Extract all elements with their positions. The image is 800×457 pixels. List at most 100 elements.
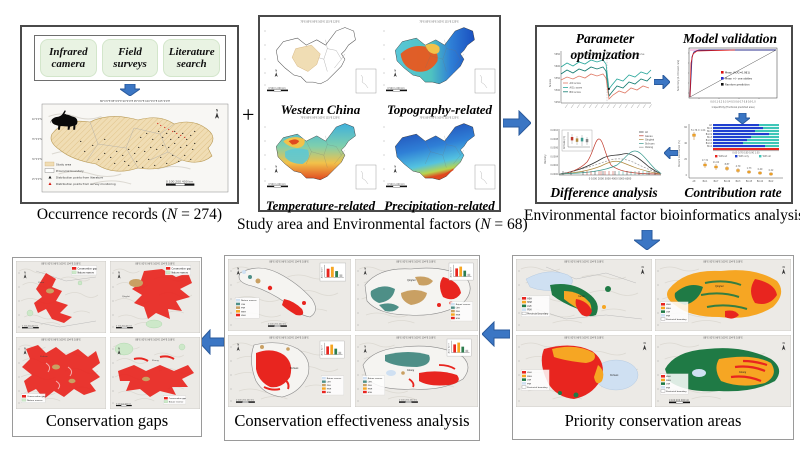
svg-text:Bio3: Bio3 bbox=[736, 180, 741, 183]
legend-label: With only bbox=[739, 155, 750, 158]
difference-title: Difference analysis bbox=[550, 185, 658, 200]
occurrence-caption: Occurrence records (N = 274) bbox=[36, 206, 223, 223]
map-caption: Western China bbox=[280, 102, 361, 117]
legend-label: Gansu bbox=[645, 135, 653, 138]
priority-map-qinghai: Qinghai bbox=[655, 259, 791, 331]
environment-caption: Study area and Environmental factors (N … bbox=[237, 216, 528, 233]
province-label: Qinghai bbox=[715, 285, 724, 288]
svg-text:Bio2: Bio2 bbox=[769, 180, 774, 183]
lon-tick-labels: 75°E 85°E 95°E 105°E 115°E 125°E bbox=[300, 117, 340, 120]
effectiveness-map-qinghai: Qinghai bbox=[355, 259, 478, 331]
study-area-polygon bbox=[50, 116, 214, 172]
ytick: 5650 bbox=[554, 53, 560, 56]
svg-text:Bio15: Bio15 bbox=[746, 180, 753, 183]
svg-text:Bio12: Bio12 bbox=[757, 180, 764, 183]
region-label: Unsmooth response curve bbox=[616, 53, 645, 56]
box-value: 11.62 bbox=[713, 161, 720, 164]
xticks: 0.0 0.1 0.2 0.3 0.4 0.5 0.6 0.7 0.8 0.9 … bbox=[710, 101, 756, 104]
lat-tick: 35°0'0"N bbox=[32, 138, 42, 141]
bioinformatics-caption: Environmental factor bioinformatics anal… bbox=[524, 207, 800, 224]
lat-tick: 30°0'0"N bbox=[32, 158, 42, 161]
roc-chart: Sensitivity (1-Omission rate) Mean (AUC=… bbox=[677, 47, 778, 109]
ytick: 20 bbox=[684, 158, 687, 161]
lat-tick: 40°0'0"N bbox=[32, 118, 42, 121]
x-labels: Alt Bio1 Bio7 Bio19 Bio3 Bio15 Bio12 Bio… bbox=[693, 180, 775, 183]
box-value: 17.31 bbox=[702, 159, 709, 162]
map-caption: Topography-related bbox=[387, 102, 492, 117]
ytick: 0.0008 bbox=[550, 138, 558, 141]
box-value: 8.87 bbox=[725, 163, 730, 166]
contribution-boxplots: 17.31 11.62 8.87 4.79 1.73 0.49 0.22 bbox=[692, 132, 774, 176]
lon-tick-labels: 75°E 85°E 95°E 105°E 115°E 125°E bbox=[419, 21, 459, 24]
bioinformatics-panel: Parameter optimization Model validation … bbox=[535, 25, 793, 204]
box-value: 0.22 bbox=[769, 169, 774, 172]
map-caption: Temperature-related bbox=[265, 198, 376, 213]
map-caption: Precipitation-related bbox=[384, 198, 495, 213]
priority-caption: Priority conservation areas bbox=[564, 411, 742, 430]
province-label: Sichuan bbox=[610, 374, 619, 377]
difference-legend: All Gansu Qinghai Sichuan Xizang bbox=[639, 131, 655, 149]
ytick: 0.0002 bbox=[550, 164, 558, 167]
topography-map: 75°E 85°E 95°E 105°E 115°E 125°E bbox=[382, 21, 496, 94]
bar-label: Bio12 bbox=[706, 142, 713, 145]
ytick: 0.0010 bbox=[550, 129, 558, 132]
param-opt-chart: Scores 5650 5600 5550 5500 5450 Smooth r… bbox=[549, 51, 652, 109]
right-arrow-icon bbox=[654, 75, 670, 89]
bar-label: Bio3 bbox=[707, 136, 712, 139]
alt-value: 51.76 ± 1.04 bbox=[691, 129, 706, 132]
left-arrow-icon bbox=[664, 147, 678, 159]
ytick: 5550 bbox=[554, 77, 560, 80]
ylabel: Scores bbox=[549, 78, 552, 87]
bar-legend: Without With only With all bbox=[715, 155, 771, 158]
plus-sign: + bbox=[242, 102, 255, 127]
svg-text:Bio19: Bio19 bbox=[724, 180, 731, 183]
temperature-map: 75°E 85°E 95°E 105°E 115°E 125°E bbox=[263, 117, 377, 190]
inset-label: Altitude (m) bbox=[563, 136, 566, 149]
bar-label: Bio19 bbox=[706, 133, 713, 136]
xlabel: 1-Specificity (Fractional predicted area… bbox=[711, 106, 754, 109]
difference-chart: Density 0.0010 0.0008 0.0006 0.0004 0.00… bbox=[544, 129, 662, 181]
ytick: 0.0004 bbox=[550, 155, 558, 158]
right-arrow-icon bbox=[503, 110, 531, 136]
legend-label: Distribution points from survey monitori… bbox=[56, 182, 116, 186]
legend-label: AICc score bbox=[570, 86, 583, 89]
province-label: Sichuan bbox=[40, 355, 49, 358]
legend-label: Mean +/- one stddev bbox=[725, 76, 753, 80]
priority-map-xizang: Xizang bbox=[655, 335, 791, 407]
left-arrow-icon bbox=[482, 321, 510, 347]
down-arrow-icon bbox=[120, 84, 140, 96]
legend-label: Distribution points from literature bbox=[56, 175, 103, 179]
gaps-caption: Conservation gaps bbox=[45, 411, 169, 430]
province-label: Xizang bbox=[151, 359, 159, 362]
province-label: Gansu bbox=[38, 281, 45, 284]
occurrence-map: 80°0'0"E 85°0'0"E 90°0'0"E 95°0'0"E 100°… bbox=[32, 100, 229, 193]
ytick: 0.0006 bbox=[550, 147, 558, 150]
legend-label: With all bbox=[763, 155, 772, 158]
lon-tick-labels: 80°0'0"E 85°0'0"E 90°0'0"E 95°0'0"E 100°… bbox=[100, 100, 171, 103]
legend-label: All bbox=[645, 131, 648, 134]
roc-legend: Mean (AUC=0.981) Mean +/- one stddev Ran… bbox=[721, 70, 753, 86]
svg-text:Bio7: Bio7 bbox=[714, 180, 719, 183]
ytick: 0 bbox=[686, 174, 688, 177]
effectiveness-panel: Qinghai Sichuan Xizang Conservation effe bbox=[224, 255, 480, 441]
province-label: Gansu bbox=[578, 295, 585, 298]
ytick: 60 bbox=[684, 126, 687, 129]
lon-tick-labels: 75°E 85°E 95°E 105°E 115°E 125°E bbox=[419, 117, 459, 120]
ytick: 40 bbox=[684, 142, 687, 145]
legend-label: Xizang bbox=[645, 146, 654, 149]
ytick: 5450 bbox=[554, 101, 560, 104]
precipitation-map: 75°E 85°E 95°E 105°E 115°E 125°E bbox=[382, 117, 496, 190]
ylabel: Sensitivity (1-Omission rate) bbox=[677, 60, 680, 91]
data-sources-box: Infrared camera Field surveys Literature… bbox=[34, 35, 226, 81]
contribution-chart: Percent contribution (%) 60 40 20 0 Alt … bbox=[678, 124, 783, 183]
altitude-inset: Altitude (m) bbox=[561, 129, 593, 152]
contribution-title: Contribution rate bbox=[684, 185, 782, 200]
legend-label: AIC score bbox=[570, 82, 582, 85]
legend-label: Without bbox=[719, 155, 728, 158]
legend-label: Mean (AUC=0.981) bbox=[725, 70, 750, 74]
gaps-map-xizang: Xizang bbox=[110, 337, 200, 409]
bar-xticks: 0.60 0.70 0.80 0.90 1.00 bbox=[732, 152, 760, 155]
region-label: Smooth response curve bbox=[571, 53, 598, 56]
legend-label: Qinghai bbox=[645, 139, 655, 142]
box-value: 0.49 bbox=[758, 168, 763, 171]
